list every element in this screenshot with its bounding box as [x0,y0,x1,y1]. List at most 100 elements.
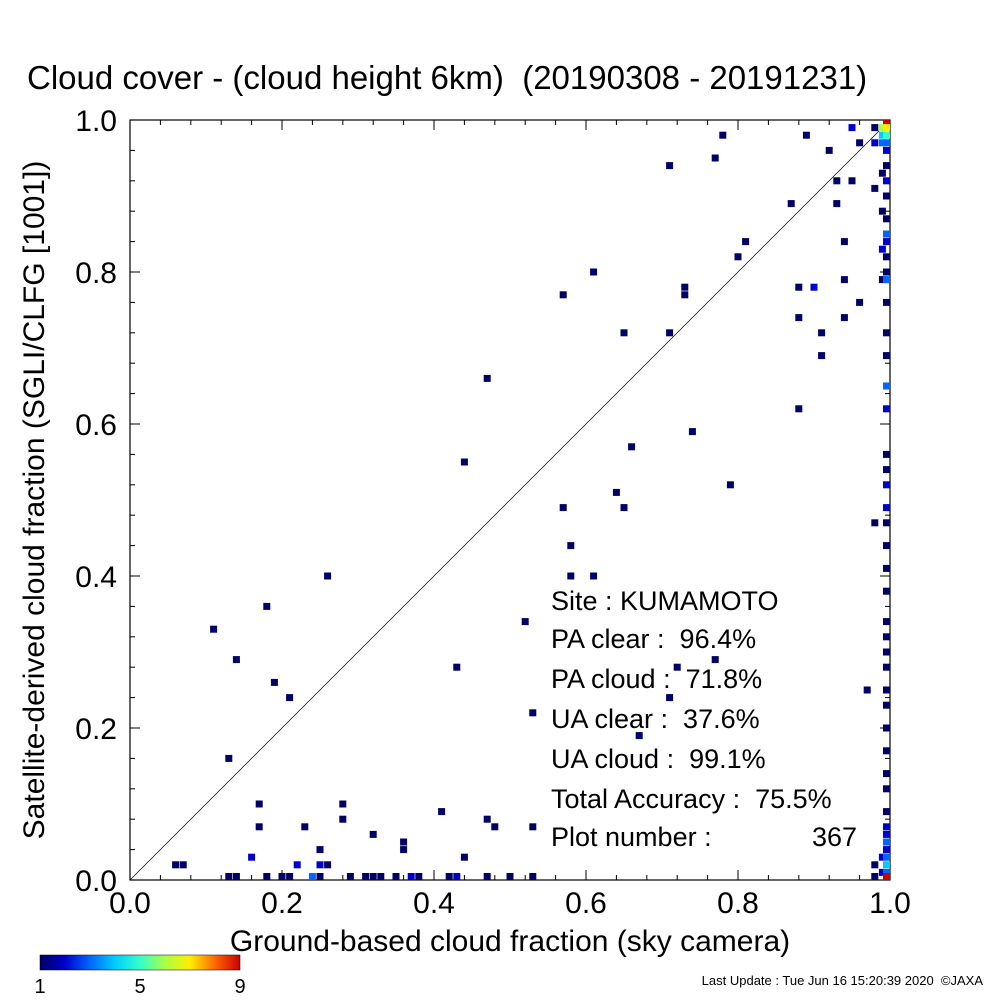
data-cell [883,466,890,474]
data-cell [673,663,681,671]
data-cell [871,519,879,527]
x-tick-label: 1.0 [869,887,911,920]
data-cell [681,291,689,299]
data-cell [521,618,529,626]
data-cell [628,443,636,451]
y-axis-label: Satellite-derived cloud fraction (SGLI/C… [18,161,51,840]
data-cells [172,120,890,880]
data-cell [255,800,263,808]
data-cell [883,146,890,154]
data-cell [883,215,890,223]
data-cell [248,853,256,861]
data-cell [232,656,240,664]
data-cell [883,564,890,572]
data-cell [666,162,674,170]
data-cell [711,154,719,162]
data-cell [445,873,453,880]
data-cell [590,572,598,580]
x-tick-label: 0.4 [413,887,455,920]
data-cell [883,785,890,793]
data-cell [316,861,324,869]
last-update-text: Last Update : Tue Jun 16 15:20:39 2020 ©… [702,973,984,988]
data-cell [883,724,890,732]
data-cell [255,823,263,831]
data-cell [567,572,575,580]
data-cell [620,329,628,337]
data-cell [883,663,890,671]
y-tick-label: 0.2 [75,713,117,746]
data-cell [293,861,301,869]
data-cell [833,177,841,185]
data-cell [483,873,491,880]
data-cell [883,519,890,527]
data-cell [506,873,514,880]
data-cell [453,663,461,671]
data-cell [210,625,218,633]
colorbar-label-max: 9 [234,976,245,998]
data-cell [883,830,890,838]
data-cell [392,873,400,880]
stat-pa-cloud: PA cloud : 71.8% [551,664,762,694]
data-cell [810,283,818,291]
data-cell [878,276,886,284]
data-cell [225,873,233,880]
data-cell [883,192,890,200]
data-cell [883,823,890,831]
data-cell [883,124,890,132]
data-cell [666,329,674,337]
data-cell [878,131,886,139]
data-cell [620,504,628,512]
data-cell [491,823,499,831]
colorbar [39,954,241,971]
data-cell [883,648,890,656]
data-cell [612,488,620,496]
data-cell [883,853,890,861]
data-cell [362,873,370,880]
data-cell [848,177,856,185]
data-cell [883,276,890,284]
data-cell [883,162,890,170]
data-cell [883,701,890,709]
data-cell [883,861,890,869]
y-tick-label: 0.4 [75,561,117,594]
stat-ua-cloud: UA cloud : 99.1% [551,744,766,774]
data-cell [415,873,423,880]
data-cell [270,678,278,686]
data-cell [688,428,696,436]
data-cell [818,329,826,337]
data-cell [883,139,890,147]
data-cell [263,873,271,880]
data-cell [871,184,879,192]
data-cell [787,200,795,208]
data-cell [339,800,347,808]
data-cell [407,873,415,880]
data-cell [460,853,468,861]
data-cell [567,542,575,550]
data-cell [878,853,886,861]
data-cell [818,352,826,360]
y-tick-label: 0.8 [75,257,117,290]
data-cell [840,238,848,246]
data-cell [316,873,324,880]
data-cell [883,131,890,139]
data-cell [316,846,324,854]
data-cell [848,124,856,132]
data-cell [878,139,886,147]
data-cell [795,314,803,322]
data-cell [734,253,742,261]
data-cell [883,808,890,816]
data-cell [369,873,377,880]
data-cell [377,873,385,880]
data-cell [883,868,890,876]
data-cell [301,823,309,831]
data-cell [840,314,848,322]
data-cell [883,382,890,390]
data-cell [278,873,286,880]
data-cell [883,504,890,512]
x-tick-label: 0.8 [717,887,759,920]
x-axis-label: Ground-based cloud fraction (sky camera) [230,925,790,958]
data-cell [346,873,354,880]
data-cell [863,686,871,694]
data-cell [871,873,879,880]
